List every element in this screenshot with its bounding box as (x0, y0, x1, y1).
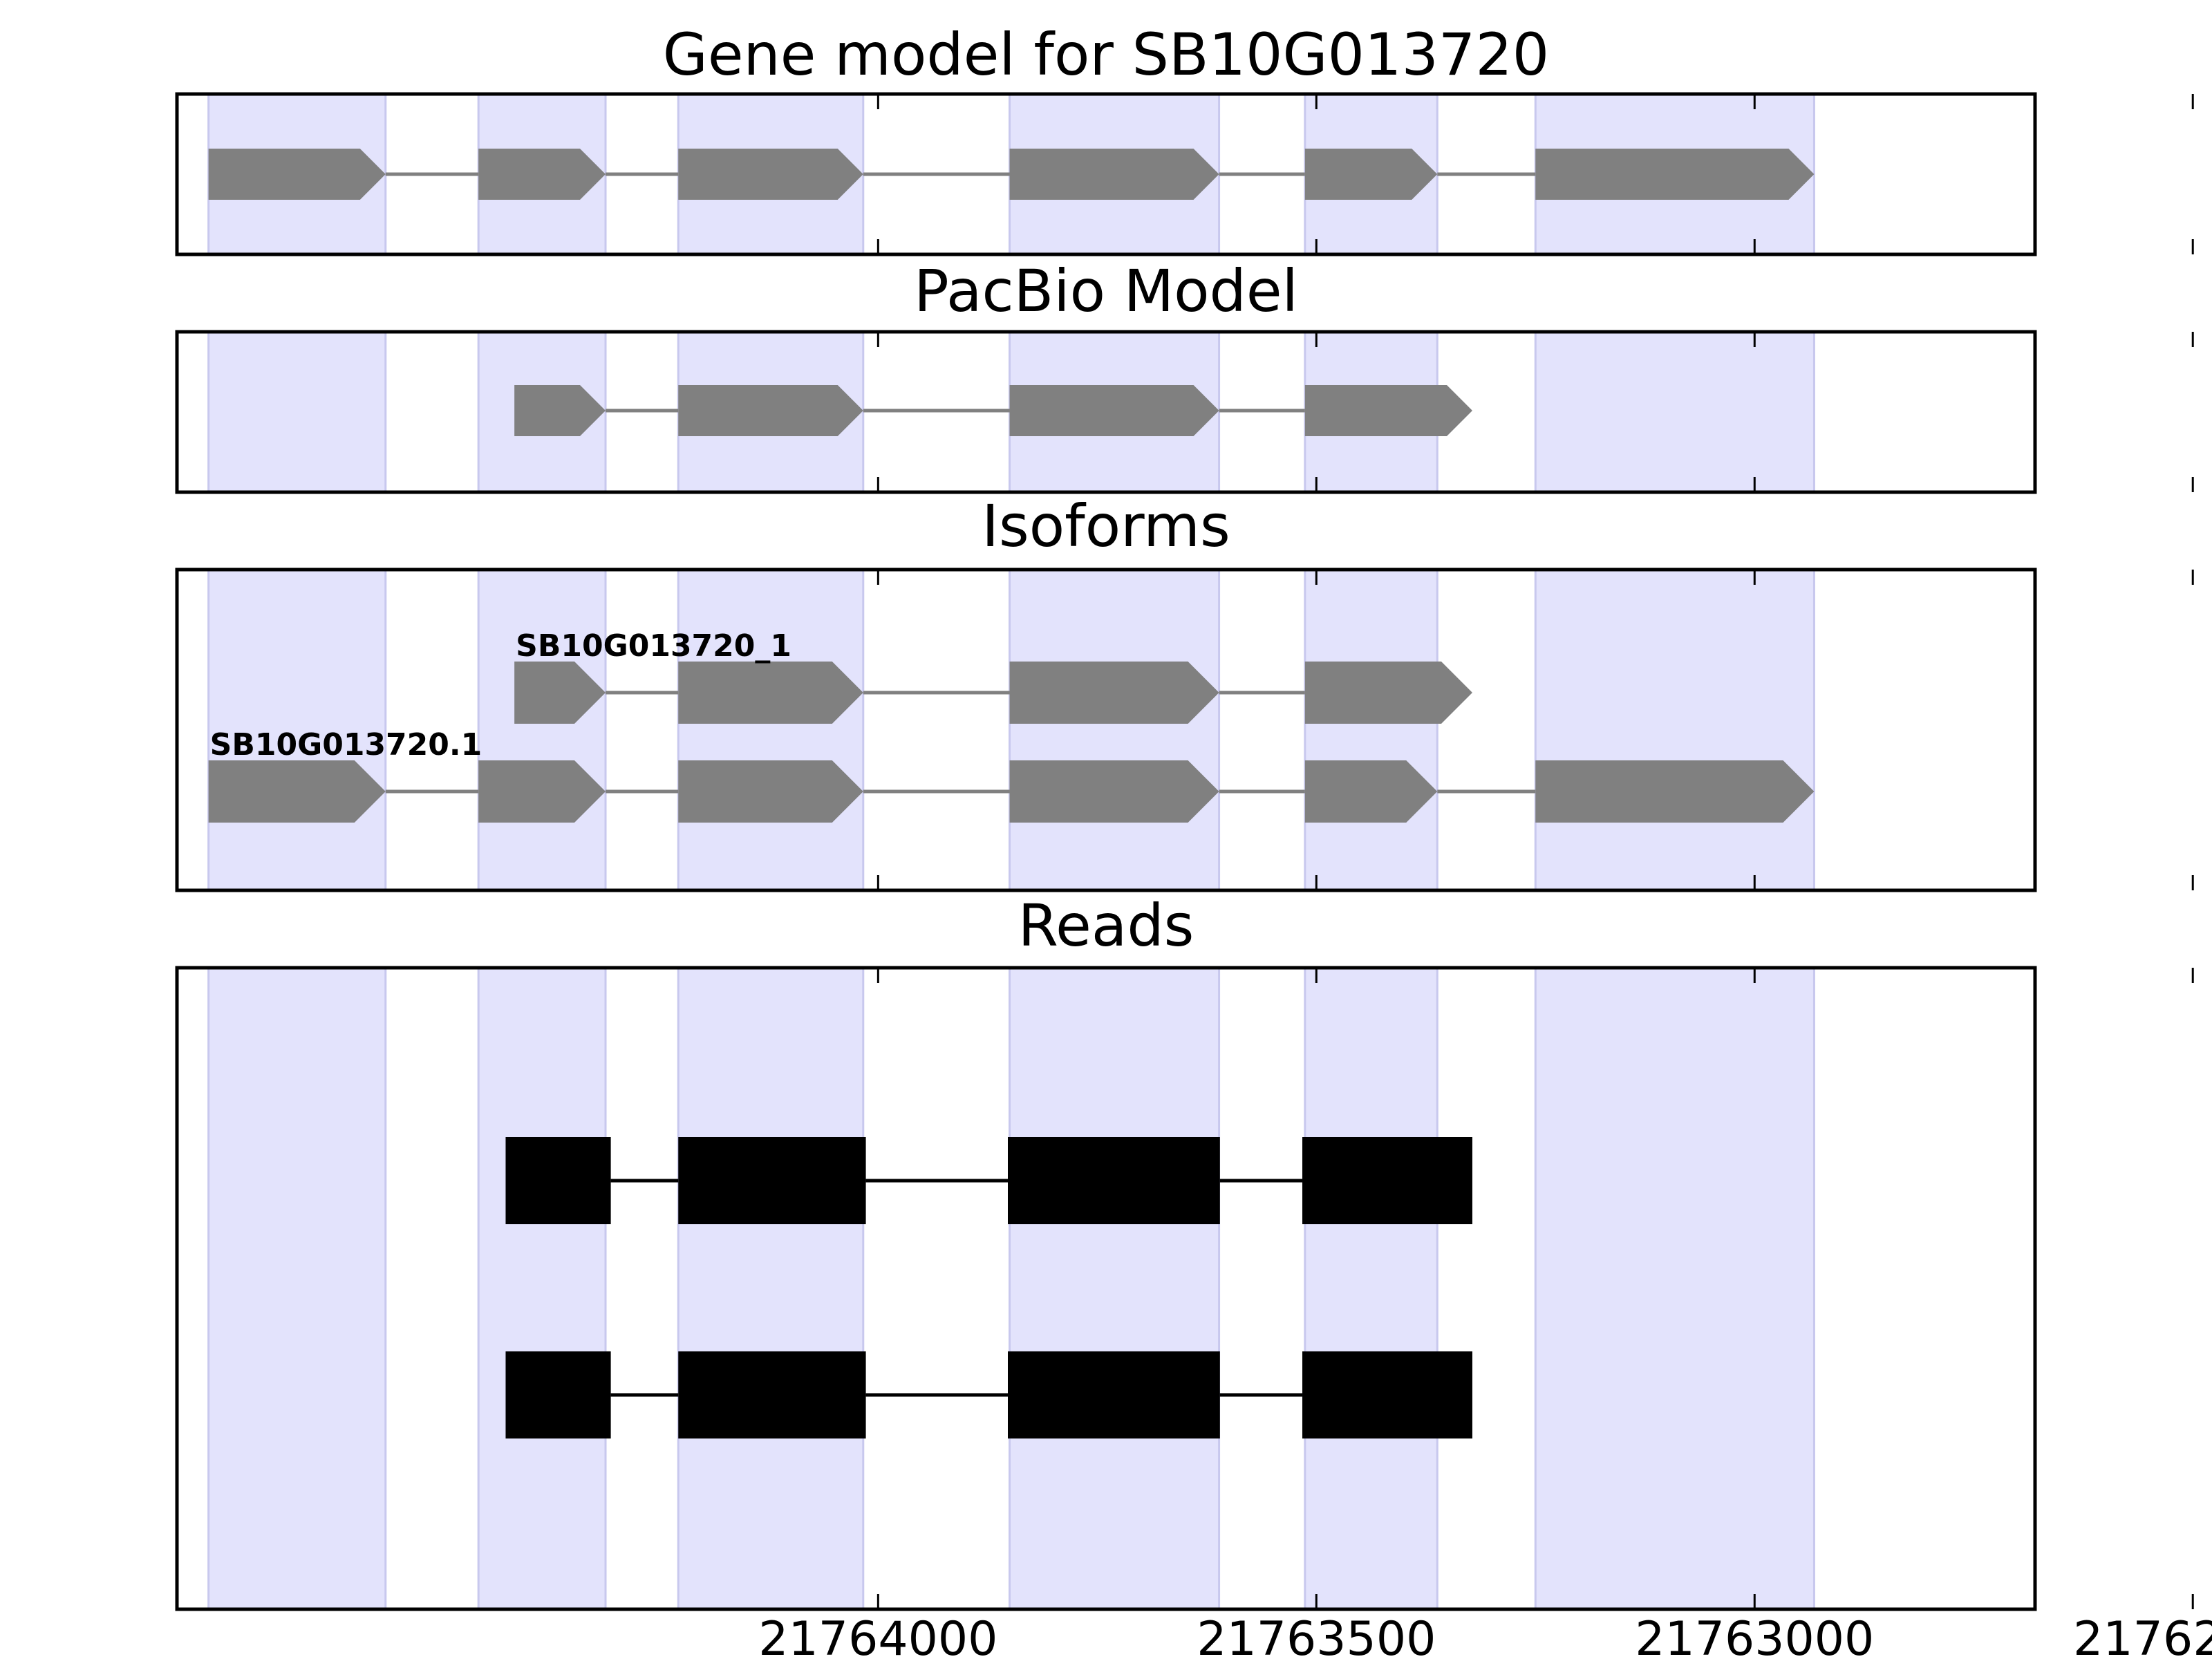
highlight-band (1304, 966, 1438, 1611)
track-0 (208, 149, 1815, 200)
exon-arrow (478, 760, 606, 823)
x-tick-label: 21763000 (1635, 1612, 1874, 1659)
exon-arrow (514, 662, 606, 724)
panel-frame (175, 330, 2037, 494)
isoform-label: SB10G013720.1 (210, 727, 482, 762)
exon-arrow (1304, 760, 1438, 823)
panel-3: Reads (175, 892, 2194, 1611)
exon-arrow (208, 760, 386, 823)
exon-arrow (1535, 760, 1815, 823)
highlight-band (1304, 568, 1438, 892)
highlight-band (207, 330, 387, 494)
exon-arrow (1304, 149, 1438, 200)
panel-frame (175, 966, 2037, 1611)
read-exon (678, 1351, 866, 1438)
exon-arrow (678, 760, 863, 823)
track-0: SB10G013720_1 (514, 628, 1472, 724)
read-exon (1302, 1351, 1472, 1438)
exon-arrow (1304, 662, 1472, 724)
read-exon (1007, 1137, 1220, 1224)
exon-arrow (1009, 662, 1219, 724)
exon-arrow (1304, 385, 1472, 436)
panel-2: SB10G013720_1 SB10G013720.1 Isoforms (175, 492, 2194, 892)
track-0 (514, 385, 1472, 436)
exon-arrow (1535, 149, 1815, 200)
read-exon (505, 1137, 611, 1224)
highlight-band (677, 568, 865, 892)
isoform-label: SB10G013720_1 (516, 628, 791, 664)
x-tick-label: 21762500 (2073, 1612, 2212, 1659)
panel-frame (175, 568, 2037, 892)
highlight-band (1534, 966, 1815, 1611)
highlight-band (677, 966, 865, 1611)
panel-0: Gene model for SB10G013720 (175, 21, 2194, 256)
highlight-band (477, 568, 607, 892)
highlight-band (207, 966, 387, 1611)
highlight-band (477, 966, 607, 1611)
panel-title: Gene model for SB10G013720 (663, 21, 1549, 88)
panel-title: Reads (1018, 892, 1194, 959)
exon-arrow (1009, 385, 1219, 436)
track-1: SB10G013720.1 (208, 727, 1815, 823)
exon-arrow (514, 385, 606, 436)
highlight-band (1534, 330, 1815, 494)
panel-1: PacBio Model (175, 257, 2194, 494)
highlight-band (1534, 568, 1815, 892)
highlight-band (207, 568, 387, 892)
read-exon (505, 1351, 611, 1438)
highlight-band (1009, 966, 1221, 1611)
x-tick-label: 21763500 (1197, 1612, 1436, 1659)
exon-arrow (678, 149, 863, 200)
panel-title: PacBio Model (914, 257, 1298, 325)
exon-arrow (678, 385, 863, 436)
exon-arrow (1009, 149, 1219, 200)
exon-arrow (478, 149, 606, 200)
track-1 (505, 1351, 1472, 1438)
read-exon (1007, 1351, 1220, 1438)
exon-arrow (678, 662, 863, 724)
panel-title: Isoforms (982, 492, 1230, 560)
highlight-band (1009, 568, 1221, 892)
panel-frame (175, 92, 2037, 256)
read-exon (1302, 1137, 1472, 1224)
exon-arrow (1009, 760, 1219, 823)
exon-arrow (208, 149, 386, 200)
read-exon (678, 1137, 866, 1224)
x-tick-label: 21764000 (758, 1612, 997, 1659)
track-0 (505, 1137, 1472, 1224)
